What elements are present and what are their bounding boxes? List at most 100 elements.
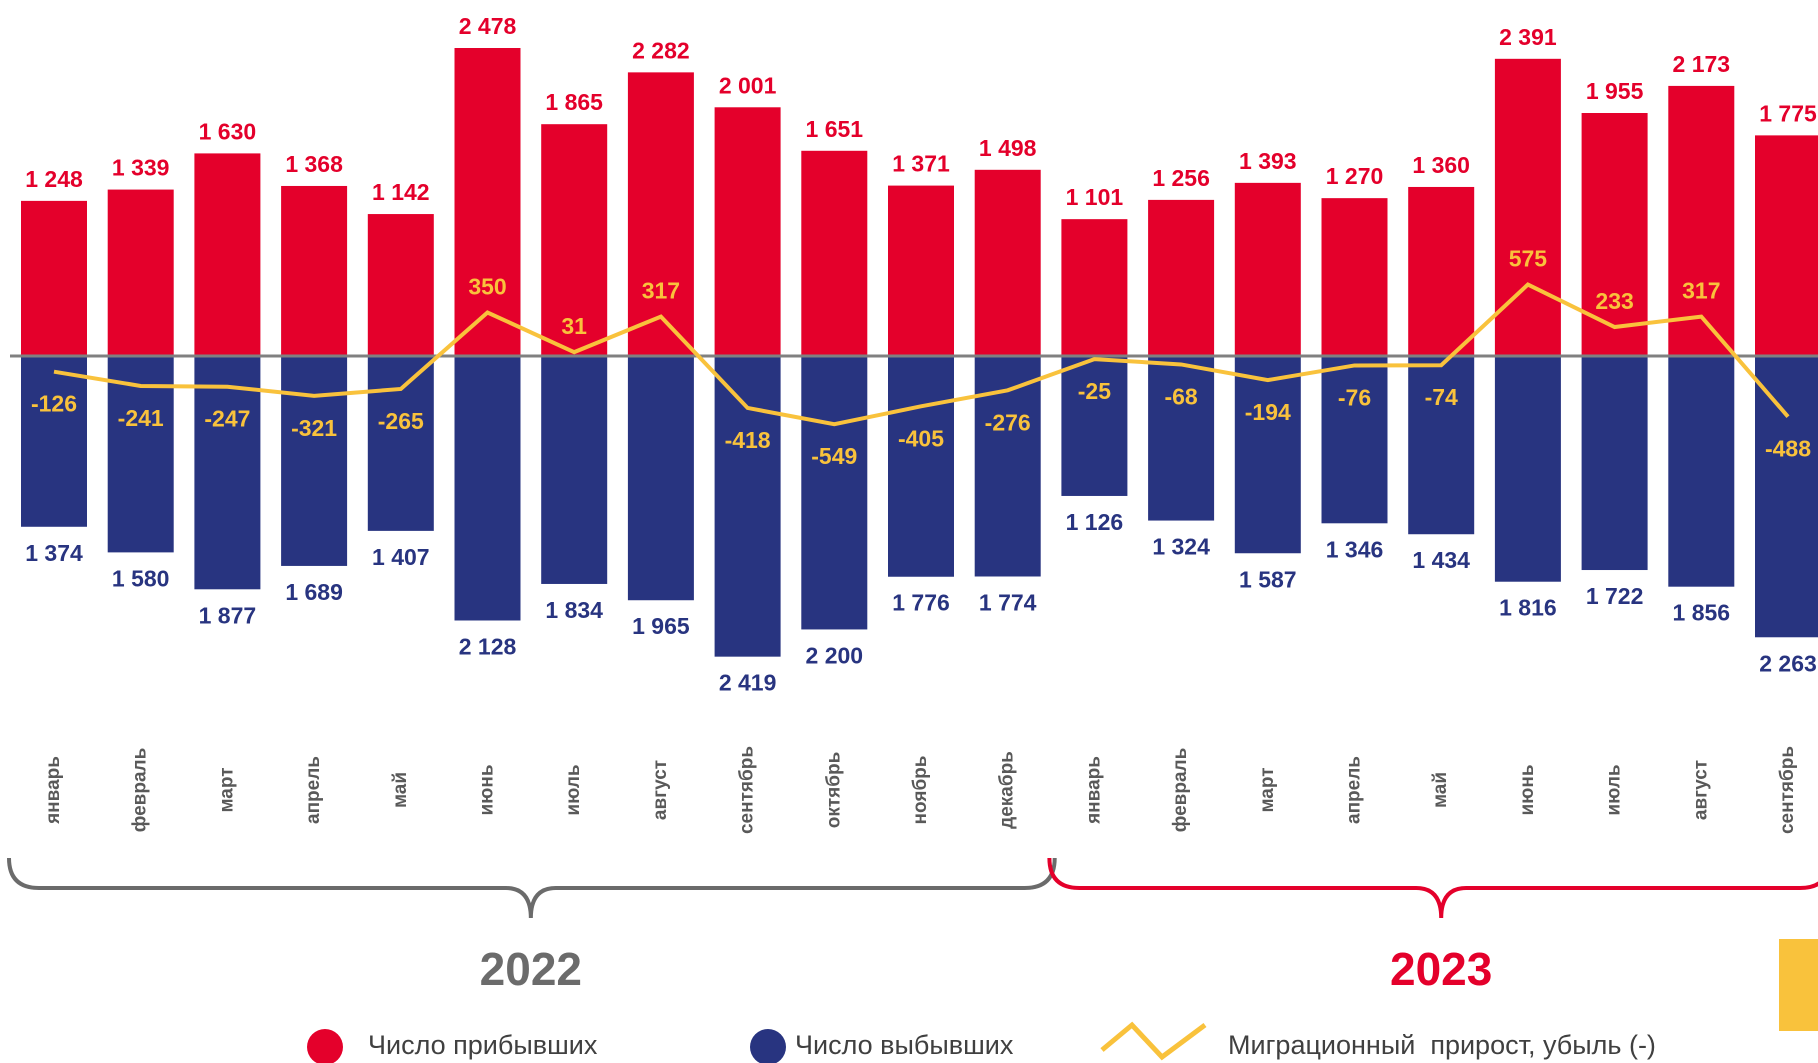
group-bracket xyxy=(1047,857,1818,919)
x-tick-label: август xyxy=(650,760,671,820)
bar-departures xyxy=(888,356,954,577)
legend-swatch xyxy=(307,1029,343,1063)
bar-arrivals xyxy=(1668,85,1735,356)
value-label: 1 360 xyxy=(1412,152,1470,178)
value-label: -418 xyxy=(725,427,771,453)
bar-departures xyxy=(1755,356,1818,638)
value-label: -74 xyxy=(1425,384,1458,410)
x-tick-label: апрель xyxy=(1344,756,1365,824)
bar-arrivals xyxy=(1581,113,1648,357)
bar-arrivals xyxy=(21,200,87,356)
bar-arrivals xyxy=(801,150,868,356)
value-label: -76 xyxy=(1338,384,1371,410)
value-label: 317 xyxy=(642,278,680,304)
x-tick-label: декабрь xyxy=(997,751,1018,829)
bar-arrivals xyxy=(194,153,261,356)
bar-departures xyxy=(714,356,781,657)
value-label: 1 774 xyxy=(979,589,1037,615)
value-label: 1 955 xyxy=(1586,78,1644,104)
value-label: 1 324 xyxy=(1152,534,1210,560)
bar-departures xyxy=(454,356,521,621)
value-label: -321 xyxy=(291,415,337,441)
x-tick-label: ноябрь xyxy=(910,756,931,825)
x-tick-label: май xyxy=(390,772,411,808)
value-label: 2 200 xyxy=(806,642,864,668)
value-label: 2 282 xyxy=(632,37,690,63)
value-label: -265 xyxy=(378,408,424,434)
value-label: 1 498 xyxy=(979,135,1037,161)
value-label: 2 128 xyxy=(459,633,517,659)
legend-label: Миграционный прирост, убыль (-) xyxy=(1228,1030,1656,1060)
value-label: 317 xyxy=(1682,278,1720,304)
value-label: 350 xyxy=(468,273,506,299)
x-tick-label: март xyxy=(216,767,237,812)
bar-departures xyxy=(1321,356,1388,524)
value-label: 1 834 xyxy=(545,597,603,623)
bar-arrivals xyxy=(1321,198,1388,356)
bar-departures xyxy=(107,356,174,553)
x-tick-label: февраль xyxy=(1170,748,1191,833)
value-label: 1 142 xyxy=(372,179,430,205)
bar-departures xyxy=(281,356,348,566)
value-label: 2 263 xyxy=(1759,650,1817,676)
value-label: 1 101 xyxy=(1066,184,1124,210)
bar-arrivals xyxy=(1234,182,1301,356)
value-label: 1 371 xyxy=(892,151,950,177)
value-label: -247 xyxy=(204,406,250,432)
value-label: 2 001 xyxy=(719,72,777,98)
bar-arrivals xyxy=(367,214,434,356)
bar-departures xyxy=(1581,356,1648,571)
value-label: 1 374 xyxy=(25,540,83,566)
bar-arrivals xyxy=(627,72,694,357)
bar-arrivals xyxy=(454,48,521,356)
x-tick-label: июль xyxy=(1604,764,1625,815)
value-label: 1 270 xyxy=(1326,163,1384,189)
bar-departures xyxy=(1668,356,1735,587)
bar-arrivals xyxy=(1061,219,1128,356)
value-label: -405 xyxy=(898,425,944,451)
value-label: 1 856 xyxy=(1673,600,1731,626)
value-label: 1 339 xyxy=(112,155,170,181)
value-label: 1 346 xyxy=(1326,536,1384,562)
x-tick-label: май xyxy=(1430,772,1451,808)
legend-swatch xyxy=(1100,1021,1207,1061)
value-label: -194 xyxy=(1245,399,1291,425)
value-label: 1 965 xyxy=(632,613,690,639)
value-label: 1 651 xyxy=(806,116,864,142)
value-label: 1 368 xyxy=(285,151,343,177)
legend-swatch xyxy=(750,1029,786,1063)
x-tick-label: январь xyxy=(43,756,64,825)
value-label: 1 393 xyxy=(1239,148,1297,174)
bar-departures xyxy=(1234,356,1301,554)
bar-arrivals xyxy=(1148,199,1215,356)
bar-arrivals xyxy=(107,189,174,356)
net-line xyxy=(53,282,1790,427)
value-label: -488 xyxy=(1765,436,1811,462)
x-tick-label: сентябрь xyxy=(737,746,758,834)
bar-arrivals xyxy=(1755,135,1818,356)
legend-label: Число прибывших xyxy=(368,1030,598,1060)
value-label: -241 xyxy=(118,405,164,431)
value-label: 2 478 xyxy=(459,13,517,39)
value-label: 1 126 xyxy=(1066,509,1124,535)
value-label: -68 xyxy=(1164,383,1197,409)
bar-departures xyxy=(1061,356,1128,496)
x-tick-label: январь xyxy=(1083,756,1104,825)
x-tick-label: август xyxy=(1690,760,1711,820)
value-label: 1 722 xyxy=(1586,583,1644,609)
x-tick-label: апрель xyxy=(303,756,324,824)
bar-arrivals xyxy=(281,185,348,356)
bar-departures xyxy=(627,356,694,601)
bar-departures xyxy=(1408,356,1475,535)
value-label: 1 775 xyxy=(1759,100,1817,126)
value-label: 1 630 xyxy=(199,118,257,144)
value-label: -25 xyxy=(1078,378,1111,404)
group-label: 2023 xyxy=(1390,943,1492,995)
value-label: 1 877 xyxy=(199,602,257,628)
x-tick-label: сентябрь xyxy=(1777,746,1798,834)
page-badge xyxy=(1779,939,1818,1031)
bar-departures xyxy=(541,356,608,584)
bar-arrivals xyxy=(888,185,954,356)
x-tick-label: февраль xyxy=(130,748,151,833)
